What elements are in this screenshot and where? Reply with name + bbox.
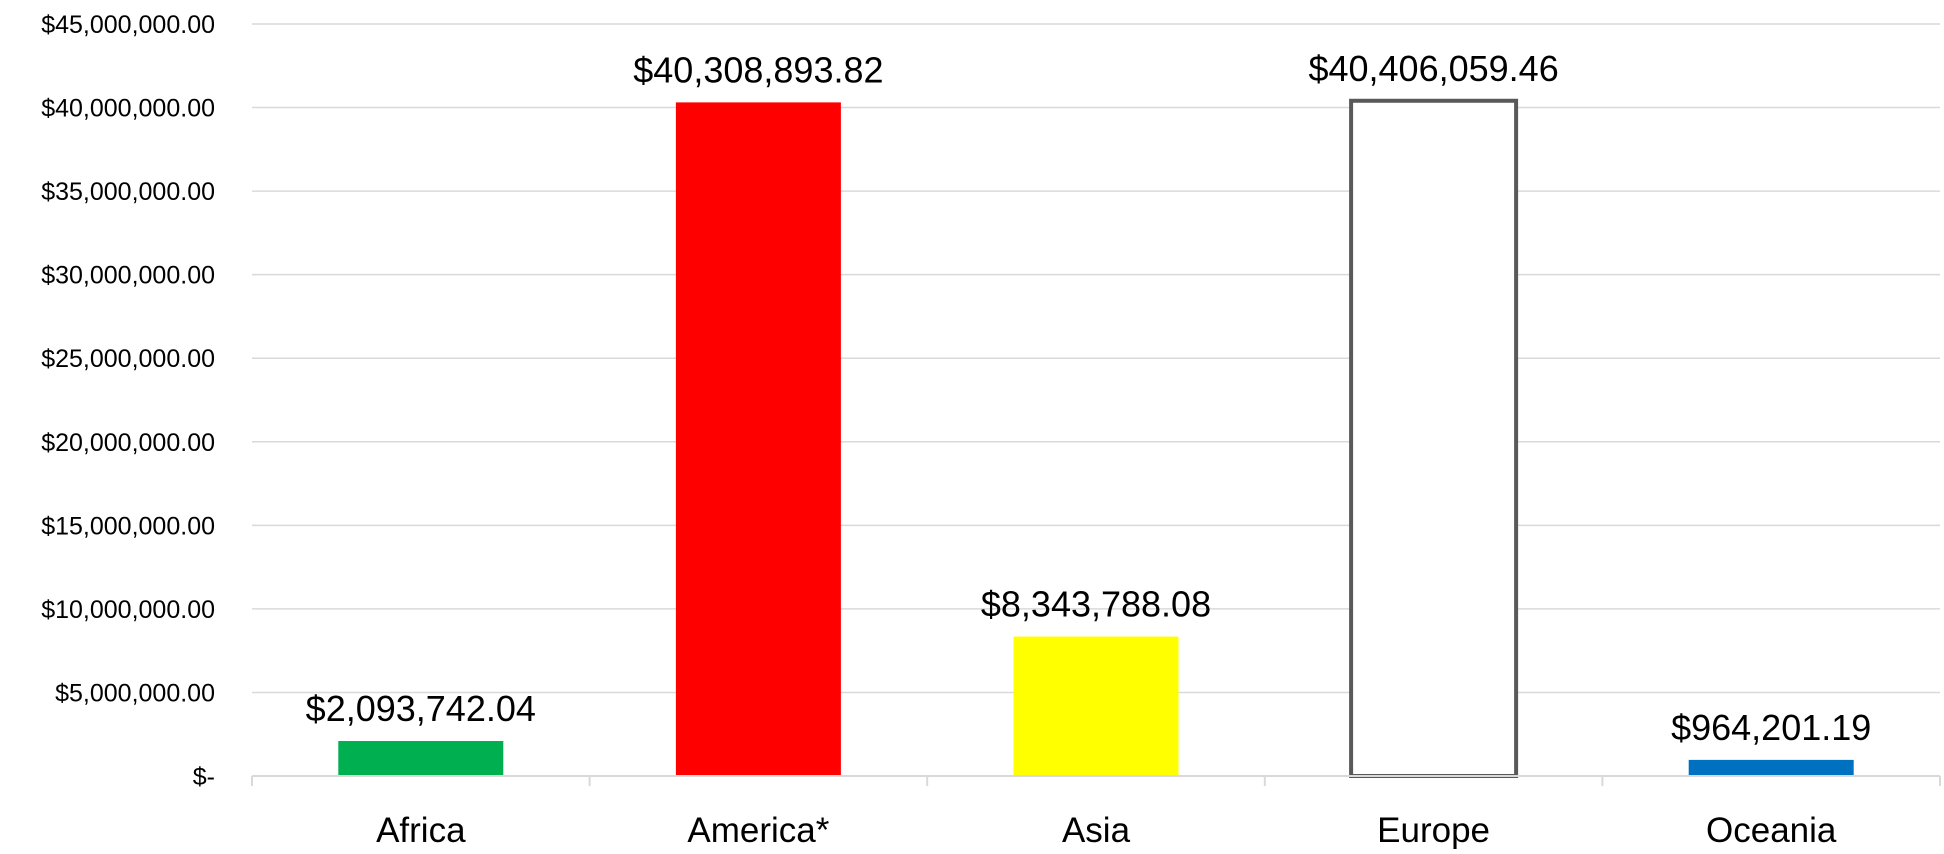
data-label: $40,406,059.46 <box>1308 48 1558 89</box>
gridlines <box>252 23 1940 694</box>
bar-asia <box>1013 636 1179 776</box>
bar-europe <box>1349 98 1519 779</box>
data-label: $40,308,893.82 <box>633 49 883 90</box>
x-category-label: Europe <box>1377 811 1490 849</box>
x-category-label: Africa <box>376 811 466 849</box>
data-labels: $2,093,742.04 $40,308,893.82 $8,343,788.08… <box>306 48 1872 748</box>
data-label: $2,093,742.04 <box>306 688 536 729</box>
bars <box>338 98 1854 779</box>
x-axis: Africa America* Asia Europe Oceania <box>251 775 1941 850</box>
y-tick-label: $25,000,000.00 <box>41 345 215 373</box>
y-tick-label: $35,000,000.00 <box>41 178 215 206</box>
y-tick-label: $10,000,000.00 <box>41 596 215 624</box>
y-tick-label: $5,000,000.00 <box>55 679 215 707</box>
y-tick-label: $- <box>193 763 215 791</box>
x-category-label: Oceania <box>1706 811 1837 849</box>
y-axis-tick-labels: $- $5,000,000.00 $10,000,000.00 $15,000,000… <box>41 11 215 791</box>
x-category-label: Asia <box>1062 811 1131 849</box>
y-tick-label: $20,000,000.00 <box>41 429 215 457</box>
data-label: $964,201.19 <box>1671 707 1871 748</box>
bar-oceania <box>1688 759 1854 776</box>
y-tick-label: $30,000,000.00 <box>41 262 215 290</box>
data-label: $8,343,788.08 <box>981 584 1211 625</box>
y-tick-label: $15,000,000.00 <box>41 512 215 540</box>
bar-america <box>675 102 841 776</box>
x-category-label: America* <box>687 811 829 849</box>
y-tick-label: $45,000,000.00 <box>41 11 215 39</box>
bar-africa <box>338 741 504 776</box>
y-tick-label: $40,000,000.00 <box>41 95 215 123</box>
